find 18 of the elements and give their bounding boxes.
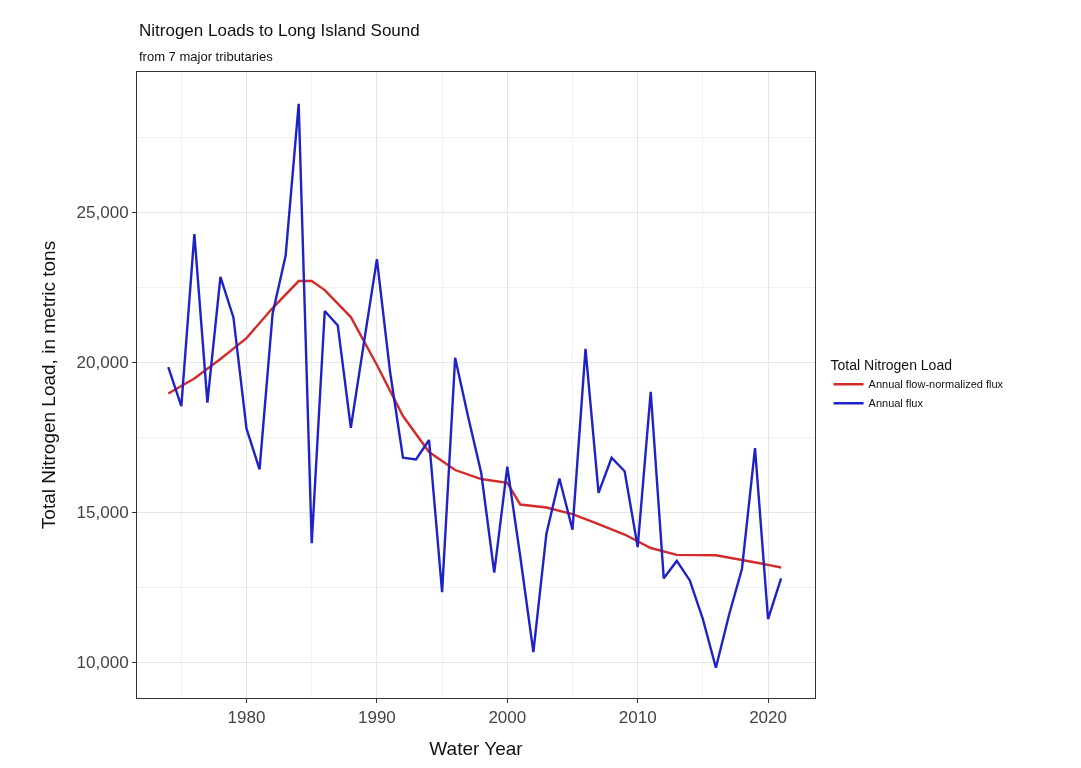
x-tick-label: 2000 — [488, 708, 527, 728]
line-series — [167, 279, 783, 569]
x-tick-label: 2020 — [749, 708, 787, 728]
legend-label: Annual flux — [868, 397, 924, 410]
y-tick-label: 10,000 — [76, 652, 129, 672]
chart-title: Nitrogen Loads to Long Island Sound — [139, 21, 420, 40]
y-tick-label: 20,000 — [76, 353, 129, 372]
x-tick-label: 2010 — [618, 708, 657, 728]
y-axis-title: Total Nitrogen Load, in metric tons — [38, 240, 60, 530]
x-tick-label: 1990 — [358, 708, 396, 728]
x-axis-title: Water Year — [429, 738, 524, 760]
line-series — [167, 102, 783, 669]
legend-title: Total Nitrogen Load — [830, 356, 952, 373]
y-tick-label: 15,000 — [76, 502, 129, 522]
y-tick-label: 25,000 — [76, 203, 129, 223]
legend-label: Annual flow-normalized flux — [868, 378, 1004, 391]
x-tick-label: 1980 — [227, 708, 266, 728]
chart-subtitle: from 7 major tributaries — [139, 49, 274, 64]
